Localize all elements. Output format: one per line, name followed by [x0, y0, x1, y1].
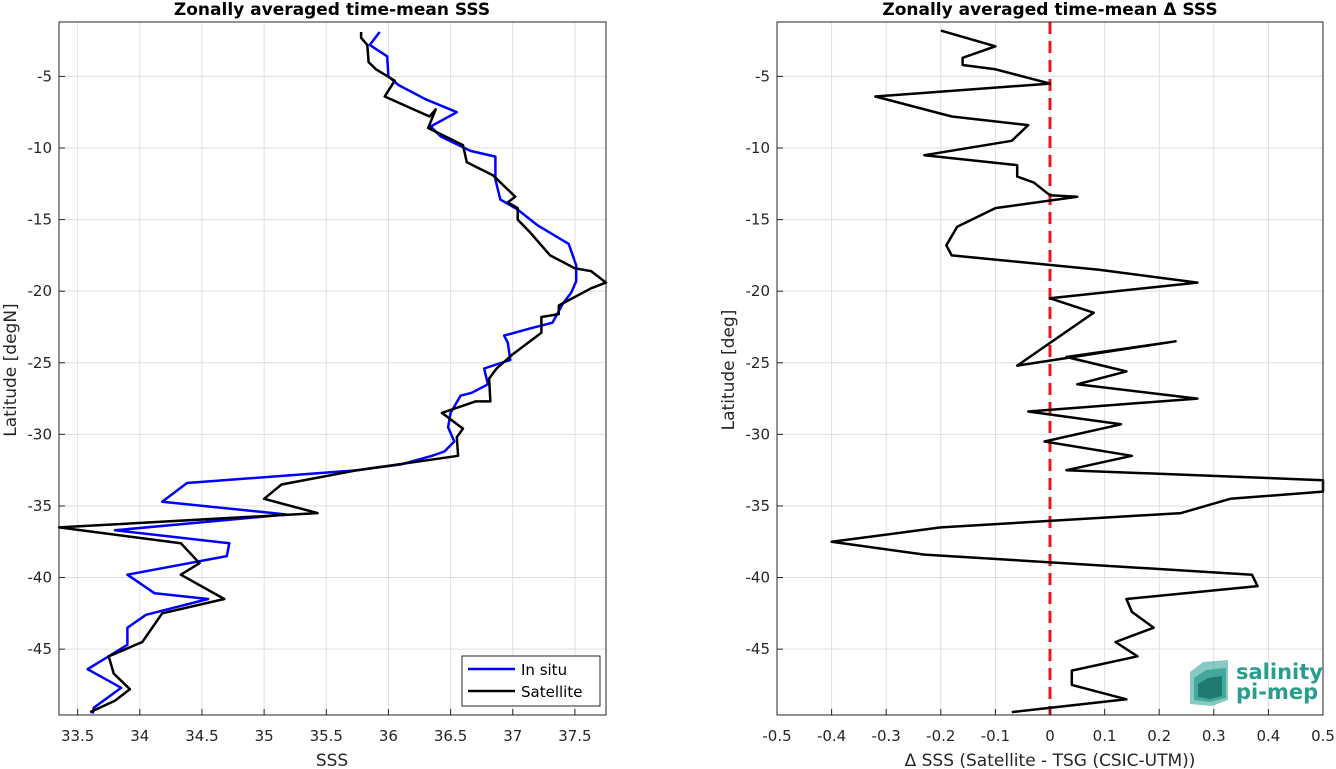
right-x-tick-label: -0.1 — [981, 727, 1010, 745]
left-x-tick-label: 33.5 — [61, 727, 94, 745]
right-x-tick-label: 0 — [1045, 727, 1055, 745]
left-series-line-satellite — [57, 32, 608, 714]
left-chart-title: Zonally averaged time-mean SSS — [174, 0, 490, 20]
left-y-tick-label: -40 — [28, 569, 53, 587]
left-x-tick-label: 35 — [255, 727, 274, 745]
left-x-tick-label: 36.5 — [434, 727, 467, 745]
right-panel: -0.5 -0.4 -0.3 -0.2 -0.1 0 0.1 0.2 0.3 0.4 0.5 -5-… — [719, 0, 1335, 769]
left-y-tick-label: -10 — [28, 139, 53, 157]
left-series-line-in-situ — [86, 31, 578, 714]
left-x-tick-label: 34.5 — [185, 727, 218, 745]
right-x-tick-label: 0.1 — [1093, 727, 1117, 745]
right-x-tick-label: 0.5 — [1311, 727, 1335, 745]
right-y-tick-label: -35 — [746, 497, 771, 515]
legend-label-in-situ: In situ — [521, 661, 567, 679]
left-x-tick-label: 34 — [130, 727, 149, 745]
left-x-tick-label: 37.5 — [558, 727, 591, 745]
left-y-ticks: -5 -10 -15 -20 -25 -30 -35 -40 -45 — [28, 67, 65, 658]
left-series-group — [57, 31, 608, 714]
right-y-tick-label: -40 — [746, 569, 771, 587]
right-x-axis-label: Δ SSS (Satellite - TSG (CSIC-UTM)) — [905, 751, 1196, 769]
right-chart-title: Zonally averaged time-mean Δ SSS — [882, 0, 1217, 20]
right-y-axis-label: Latitude [deg] — [719, 310, 739, 431]
left-y-tick-label: -20 — [28, 282, 53, 300]
right-series-line-series-0 — [830, 29, 1325, 714]
legend-label-satellite: Satellite — [521, 683, 582, 701]
left-x-tick-label: 37 — [503, 727, 522, 745]
salinity-pi-mep-logo: salinity pi-mep — [1190, 660, 1323, 706]
right-y-ticks: -5 -10 -15 -20 -25 -30 -35 -40 -45 — [746, 67, 783, 658]
right-y-tick-label: -45 — [746, 640, 771, 658]
right-x-tick-label: -0.2 — [926, 727, 955, 745]
right-y-tick-label: -20 — [746, 282, 771, 300]
left-y-tick-label: -35 — [28, 497, 53, 515]
left-y-tick-label: -15 — [28, 211, 53, 229]
left-panel: 33.5 34 34.5 35 35.5 36 36.5 37 37.5 -5 -10 -15 -20… — [1, 0, 608, 769]
left-y-tick-label: -5 — [37, 67, 52, 85]
left-y-axis-label: Latitude [degN] — [1, 303, 21, 436]
right-x-tick-label: -0.3 — [872, 727, 901, 745]
right-y-tick-label: -10 — [746, 139, 771, 157]
left-x-tick-label: 36 — [379, 727, 398, 745]
right-x-tick-label: 0.3 — [1202, 727, 1226, 745]
right-series-group — [830, 29, 1325, 714]
left-x-ticks: 33.5 34 34.5 35 35.5 36 36.5 37 37.5 — [61, 709, 592, 745]
left-y-tick-label: -30 — [28, 425, 53, 443]
left-x-tick-label: 35.5 — [310, 727, 343, 745]
legend: In situ Satellite — [461, 655, 601, 707]
left-x-axis-label: SSS — [316, 751, 348, 769]
right-x-tick-label: -0.4 — [817, 727, 846, 745]
logo-line1: salinity — [1236, 660, 1323, 684]
left-y-tick-label: -45 — [28, 640, 53, 658]
logo-line2: pi-mep — [1236, 680, 1318, 704]
right-x-tick-label: 0.4 — [1256, 727, 1280, 745]
right-y-tick-label: -5 — [755, 67, 770, 85]
right-x-tick-label: -0.5 — [762, 727, 791, 745]
left-y-tick-label: -25 — [28, 354, 53, 372]
right-y-tick-label: -15 — [746, 211, 771, 229]
right-x-tick-label: 0.2 — [1147, 727, 1171, 745]
right-y-tick-label: -25 — [746, 354, 771, 372]
legend-box — [461, 655, 601, 707]
left-grid — [59, 22, 606, 715]
right-x-ticks: -0.5 -0.4 -0.3 -0.2 -0.1 0 0.1 0.2 0.3 0.4 0.5 — [762, 709, 1335, 745]
right-y-tick-label: -30 — [746, 425, 771, 443]
left-axes-frame — [58, 21, 607, 716]
